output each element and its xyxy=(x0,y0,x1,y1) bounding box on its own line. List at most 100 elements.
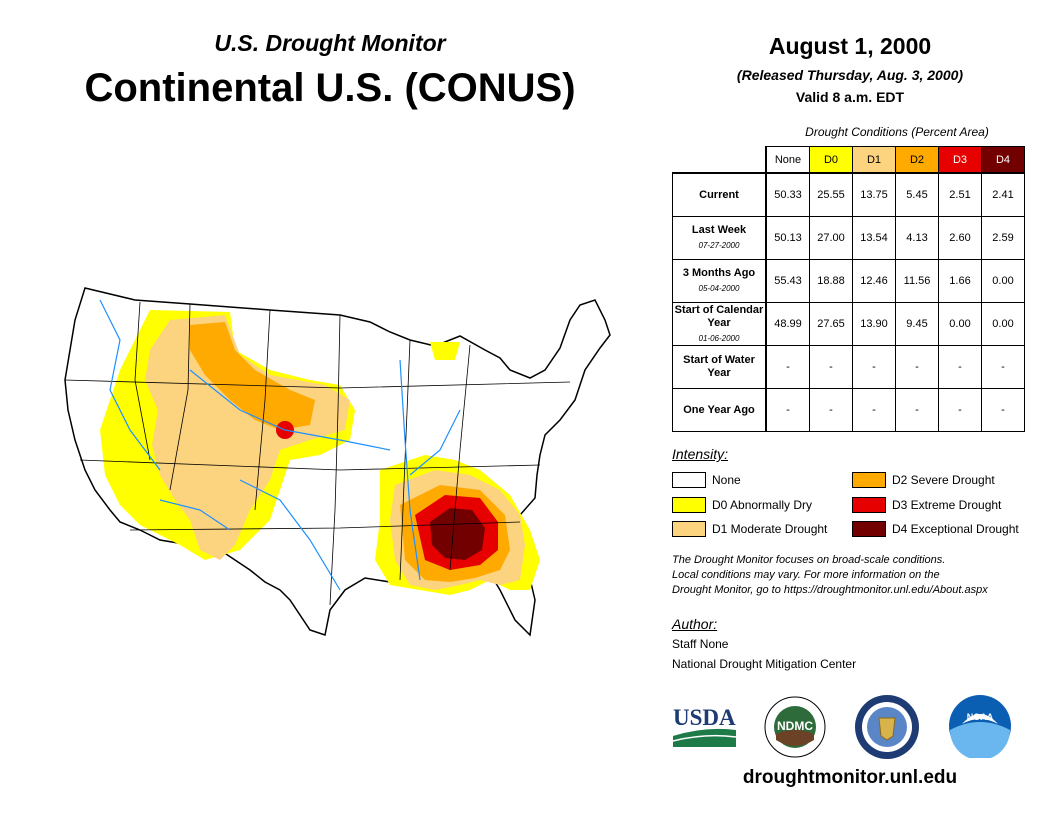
legend-label: None xyxy=(712,473,741,487)
author-name: Staff None xyxy=(672,637,729,651)
legend-label: D4 Exceptional Drought xyxy=(892,522,1019,536)
row-date: 07-27-2000 xyxy=(698,241,740,250)
table-cell: 1.66 xyxy=(938,259,982,303)
author-organization: National Drought Mitigation Center xyxy=(672,657,857,671)
table-cell: 27.65 xyxy=(809,302,853,346)
note-line: Local conditions may vary. For more info… xyxy=(672,569,940,581)
row-label: Last Week 07-27-2000 xyxy=(672,216,767,260)
table-cell: 48.99 xyxy=(765,302,810,346)
column-label: D1 xyxy=(866,153,882,166)
legend-swatch xyxy=(672,521,706,537)
table-cell: 12.46 xyxy=(852,259,896,303)
column-header-d0: D0 xyxy=(809,146,853,174)
column-header-d1: D1 xyxy=(852,146,896,174)
table-cell: - xyxy=(938,388,982,432)
column-label: D3 xyxy=(952,153,968,166)
drought-map xyxy=(64,287,611,637)
noaa-logo-text: NOAA xyxy=(967,712,994,722)
conditions-caption: Drought Conditions (Percent Area) xyxy=(805,125,989,139)
table-cell: - xyxy=(765,388,810,432)
table-cell: 0.00 xyxy=(981,259,1025,303)
table-corner xyxy=(673,147,767,174)
drought-conditions-table: None D0 D1 D2 D3 D4 Current 50.33 25.55 … xyxy=(672,146,1025,432)
legend-item-d2: D2 Severe Drought xyxy=(852,472,995,488)
row-date: 05-04-2000 xyxy=(698,284,740,293)
column-label: None xyxy=(774,153,802,166)
disclaimer-note: The Drought Monitor focuses on broad-sca… xyxy=(672,553,1032,598)
table-cell: 13.54 xyxy=(852,216,896,260)
author-title: Author: xyxy=(672,616,718,632)
legend-item-none: None xyxy=(672,472,741,488)
page-title: Continental U.S. (CONUS) xyxy=(84,66,576,110)
table-cell: 4.13 xyxy=(895,216,939,260)
table-cell: - xyxy=(809,388,853,432)
legend-swatch xyxy=(672,472,706,488)
column-header-d4: D4 xyxy=(981,146,1025,174)
table-row: 3 Months Ago 05-04-2000 55.43 18.88 12.46… xyxy=(672,259,1025,303)
table-cell: 13.75 xyxy=(852,172,896,217)
valid-time: Valid 8 a.m. EDT xyxy=(795,89,905,105)
table-cell: - xyxy=(895,388,939,432)
table-cell: - xyxy=(852,345,896,389)
table-cell: - xyxy=(852,388,896,432)
table-cell: - xyxy=(809,345,853,389)
row-label: Current xyxy=(672,172,767,217)
map-date: August 1, 2000 xyxy=(768,33,932,59)
table-cell: 25.55 xyxy=(809,172,853,217)
table-cell: 55.43 xyxy=(765,259,810,303)
rivers xyxy=(99,299,461,591)
column-header-none: None xyxy=(765,146,810,174)
legend-swatch xyxy=(672,497,706,513)
ndmc-logo-text: NDMC xyxy=(777,719,813,733)
row-label: Start of Calendar Year 01-06-2000 xyxy=(672,302,767,346)
usda-logo-text: USDA xyxy=(673,705,736,730)
column-label: D4 xyxy=(995,153,1011,166)
table-cell: - xyxy=(981,345,1025,389)
noaa-logo[interactable]: NOAA xyxy=(948,694,1012,758)
row-label: 3 Months Ago 05-04-2000 xyxy=(672,259,767,303)
column-label: D2 xyxy=(909,153,925,166)
commerce-seal-logo[interactable] xyxy=(854,694,920,760)
column-label: D0 xyxy=(823,153,839,166)
table-row: One Year Ago - - - - - - xyxy=(672,388,1025,432)
release-date: (Released Thursday, Aug. 3, 2000) xyxy=(736,67,964,83)
table-cell: 2.59 xyxy=(981,216,1025,260)
table-cell: 0.00 xyxy=(981,302,1025,346)
table-cell: 50.33 xyxy=(765,172,810,217)
table-cell: - xyxy=(765,345,810,389)
website-link[interactable]: droughtmonitor.unl.edu xyxy=(742,767,958,788)
table-cell: 9.45 xyxy=(895,302,939,346)
table-cell: - xyxy=(938,345,982,389)
row-label: One Year Ago xyxy=(672,388,767,432)
table-cell: 2.51 xyxy=(938,172,982,217)
table-cell: 13.90 xyxy=(852,302,896,346)
note-line: The Drought Monitor focuses on broad-sca… xyxy=(672,554,946,566)
table-cell: 11.56 xyxy=(895,259,939,303)
table-cell: 27.00 xyxy=(809,216,853,260)
legend-label: D1 Moderate Drought xyxy=(712,522,828,536)
table-cell: 2.60 xyxy=(938,216,982,260)
table-header-row: None D0 D1 D2 D3 D4 xyxy=(673,146,1025,174)
legend-swatch xyxy=(852,497,886,513)
ndmc-logo[interactable]: NDMC xyxy=(764,696,826,758)
legend-item-d1: D1 Moderate Drought xyxy=(672,521,827,537)
state-borders xyxy=(64,301,571,606)
table-cell: 5.45 xyxy=(895,172,939,217)
legend-item-d3: D3 Extreme Drought xyxy=(852,497,1001,513)
legend-label: D0 Abnormally Dry xyxy=(712,498,813,512)
table-cell: 18.88 xyxy=(809,259,853,303)
table-row: Last Week 07-27-2000 50.13 27.00 13.54 4.… xyxy=(672,216,1025,260)
usda-logo[interactable]: USDA xyxy=(672,700,738,748)
table-cell: 50.13 xyxy=(765,216,810,260)
legend-item-d4: D4 Exceptional Drought xyxy=(852,521,1019,537)
subtitle: U.S. Drought Monitor xyxy=(214,30,446,56)
table-cell: 2.41 xyxy=(981,172,1025,217)
table-cell: - xyxy=(895,345,939,389)
legend-label: D2 Severe Drought xyxy=(892,473,995,487)
column-header-d3: D3 xyxy=(938,146,982,174)
d4-exceptional-drought-areas xyxy=(430,508,485,560)
legend-swatch xyxy=(852,521,886,537)
note-line: Drought Monitor, go to https://droughtmo… xyxy=(672,584,988,596)
table-cell: - xyxy=(981,388,1025,432)
table-row: Current 50.33 25.55 13.75 5.45 2.51 2.41 xyxy=(672,172,1025,217)
